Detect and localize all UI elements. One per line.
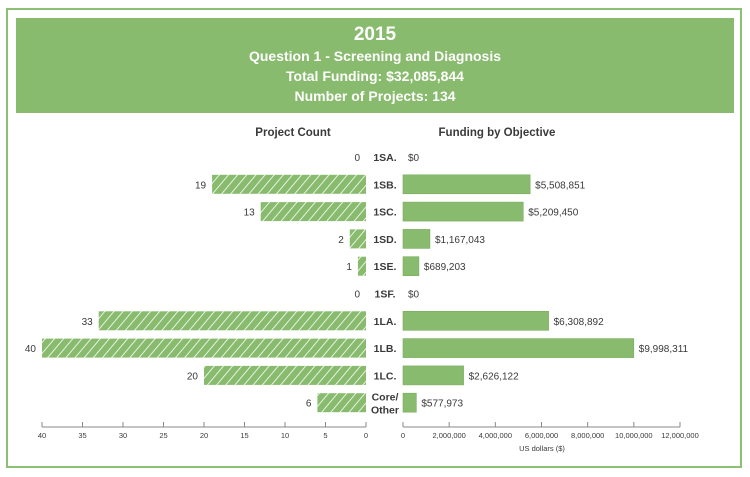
category-label: 1LC.	[374, 370, 397, 382]
funding-label: $0	[408, 290, 420, 301]
project-count-tick-label: 40	[38, 431, 46, 440]
funding-bar	[402, 365, 464, 386]
header-num-projects: Number of Projects: 134	[294, 88, 456, 104]
funding-bar	[402, 256, 420, 277]
project-count-label: 6	[306, 399, 312, 410]
funding-bar	[402, 338, 635, 358]
project-count-bar	[260, 202, 366, 222]
funding-tick-label: 6,000,000	[525, 431, 558, 440]
funding-tick-label: 12,000,000	[661, 431, 699, 440]
project-count-bar	[357, 256, 366, 276]
funding-label: $2,626,122	[469, 371, 519, 382]
project-count-bar	[212, 174, 366, 194]
category-label: 1LA.	[374, 316, 397, 328]
project-count-tick-label: 25	[159, 431, 167, 440]
funding-label: $9,998,311	[639, 344, 689, 355]
funding-title: Funding by Objective	[439, 127, 556, 139]
funding-label: $577,973	[421, 399, 463, 410]
funding-tick-label: 8,000,000	[571, 431, 604, 440]
project-count-tick-label: 10	[281, 431, 289, 440]
project-count-tick-label: 0	[364, 431, 368, 440]
funding-bar	[402, 310, 549, 331]
project-count-label: 33	[82, 317, 94, 328]
funding-label: $5,209,450	[528, 208, 578, 219]
project-count-label: 0	[354, 290, 360, 301]
project-count-label: 1	[346, 262, 352, 273]
funding-label: $689,203	[424, 262, 466, 273]
funding-tick-label: 4,000,000	[479, 431, 512, 440]
chart-frame	[6, 8, 742, 468]
project-count-label: 19	[195, 180, 207, 191]
funding-tick-label: 2,000,000	[432, 431, 465, 440]
project-count-label: 40	[25, 344, 37, 355]
category-label: 1LB.	[374, 343, 397, 355]
project-count-bar	[204, 365, 366, 385]
project-count-bar	[317, 393, 366, 413]
header-year: 2015	[353, 24, 397, 45]
project-count-bar	[42, 338, 366, 358]
project-count-tick-label: 15	[240, 431, 248, 440]
funding-axis-title: US dollars ($)	[519, 444, 565, 453]
funding-label: $1,167,043	[435, 235, 485, 246]
funding-label: $5,508,851	[535, 180, 585, 191]
project-count-tick-label: 5	[323, 431, 327, 440]
chart-header: 2015 Question 1 - Screening and Diagnosi…	[16, 18, 734, 113]
funding-tick-label: 10,000,000	[615, 431, 653, 440]
category-label: 1SE.	[374, 261, 397, 273]
project-count-bar	[98, 311, 366, 331]
funding-bar	[402, 174, 531, 195]
funding-bar	[402, 201, 524, 222]
funding-bar	[402, 229, 431, 249]
project-count-tick-label: 35	[78, 431, 86, 440]
project-count-label: 0	[354, 153, 360, 164]
funding-tick-label: 0	[401, 431, 405, 440]
project-count-label: 2	[338, 235, 344, 246]
category-label: Other	[371, 405, 399, 417]
category-label: Core/	[372, 392, 399, 404]
funding-label: $0	[408, 153, 420, 164]
project-count-tick-label: 20	[200, 431, 208, 440]
project-count-tick-label: 30	[119, 431, 127, 440]
category-label: 1SB.	[373, 179, 396, 191]
funding-bar	[402, 392, 417, 413]
category-label: 1SA.	[373, 152, 396, 164]
project-count-label: 20	[187, 371, 199, 382]
project-count-bar	[349, 229, 366, 249]
category-label: 1SD.	[373, 234, 396, 246]
header-question: Question 1 - Screening and Diagnosis	[248, 48, 502, 64]
project-count-title: Project Count	[255, 127, 331, 139]
category-label: 1SC.	[373, 207, 396, 219]
funding-label: $6,308,892	[554, 317, 604, 328]
header-total-funding: Total Funding: $32,085,844	[286, 68, 464, 84]
project-count-label: 13	[244, 208, 256, 219]
category-label: 1SF.	[374, 289, 395, 301]
